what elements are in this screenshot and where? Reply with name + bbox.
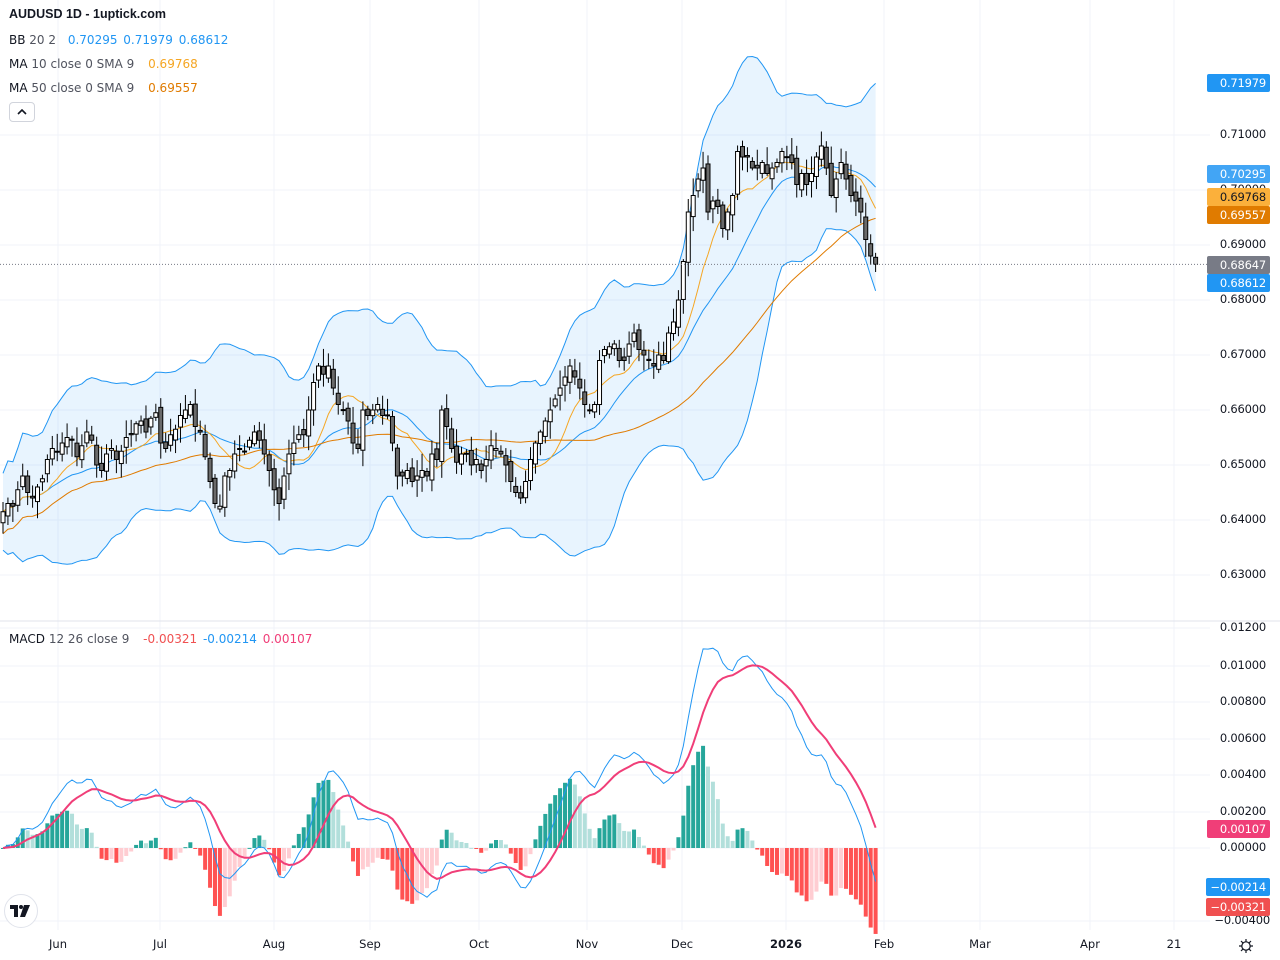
bb-lower-price-tag: 0.68612	[1207, 274, 1270, 292]
price-tick: 0.67000	[1219, 347, 1266, 361]
macd-tick: 0.01200	[1219, 620, 1266, 634]
chart-title: AUDUSD 1D - 1uptick.com	[9, 7, 166, 21]
price-tick: 0.68000	[1219, 292, 1266, 306]
price-tick: 0.63000	[1219, 567, 1266, 581]
time-label: Nov	[575, 937, 599, 951]
legend-macd-signal: 0.00107	[262, 632, 313, 646]
price-tick: 0.66000	[1219, 402, 1266, 416]
legend-bb-upper: 0.71979	[123, 33, 173, 47]
price-tick: 0.64000	[1219, 512, 1266, 526]
macd-tick: −0.00400	[1214, 913, 1270, 927]
ma10-price-tag: 0.69768	[1207, 188, 1270, 206]
legend-macd-params: 12 26 close 9	[48, 632, 130, 646]
last-price-tag: 0.68647	[1207, 256, 1270, 274]
bollinger-band-fill	[3, 56, 876, 565]
macd-tick: 0.00600	[1219, 731, 1266, 745]
time-label: Oct	[469, 937, 489, 951]
legend-ma10-value: 0.69768	[148, 57, 198, 71]
candlesticks	[0, 131, 879, 534]
legend-ma10-params: 10 close 0 SMA 9	[31, 57, 135, 71]
legend-ma50-name: MA	[9, 81, 28, 95]
macd-pane	[1, 647, 878, 934]
chevron-up-icon	[17, 109, 27, 115]
collapse-legend-button[interactable]	[9, 102, 35, 122]
time-label: Feb	[873, 937, 895, 951]
legend-bb-params: 20 2	[29, 33, 57, 47]
legend-ma50-params: 50 close 0 SMA 9	[31, 81, 135, 95]
legend-ma10[interactable]: MA 10 close 0 SMA 9 0.69768	[9, 56, 198, 72]
price-tick: 0.65000	[1219, 457, 1266, 471]
settings-gear-icon[interactable]	[1238, 938, 1254, 954]
time-label: 21	[1166, 937, 1182, 951]
time-label: Jul	[153, 937, 167, 951]
legend-ma10-name: MA	[9, 57, 28, 71]
gridlines	[0, 0, 1210, 930]
signal-value-tag: 0.00107	[1207, 820, 1270, 838]
macd-value-tag: −0.00214	[1206, 878, 1270, 896]
ma50-price-tag: 0.69557	[1207, 206, 1270, 224]
time-label: Mar	[969, 937, 991, 951]
histogram-value-tag: −0.00321	[1206, 898, 1270, 916]
legend-bb-lower: 0.68612	[178, 33, 229, 47]
time-label: Sep	[359, 937, 381, 951]
macd-tick: 0.00000	[1219, 840, 1266, 854]
legend-ma50[interactable]: MA 50 close 0 SMA 9 0.69557	[9, 80, 198, 96]
legend-bb[interactable]: BB 20 2 0.70295 0.71979 0.68612	[9, 32, 228, 48]
tradingview-logo[interactable]	[4, 894, 38, 928]
macd-tick: 0.00800	[1219, 694, 1266, 708]
legend-macd[interactable]: MACD 12 26 close 9 -0.00321 -0.00214 0.0…	[9, 631, 312, 647]
time-label: Aug	[262, 937, 286, 951]
tradingview-logo-icon	[10, 905, 30, 917]
time-label: 2026	[769, 937, 803, 951]
macd-tick: 0.00200	[1219, 804, 1266, 818]
legend-bb-basis: 0.70295	[67, 33, 118, 47]
legend-ma50-value: 0.69557	[148, 81, 198, 95]
time-label: Dec	[670, 937, 694, 951]
price-tick: 0.69000	[1219, 237, 1266, 251]
time-label: Jun	[49, 937, 67, 951]
macd-tick: 0.01000	[1219, 658, 1266, 672]
time-label: Apr	[1080, 937, 1100, 951]
bb-basis-price-tag: 0.70295	[1207, 165, 1270, 183]
legend-macd-macd: -0.00214	[202, 632, 257, 646]
macd-tick: 0.00400	[1219, 767, 1266, 781]
legend-bb-name: BB	[9, 33, 26, 47]
legend-macd-histogram: -0.00321	[143, 632, 198, 646]
bb-upper-price-tag: 0.71979	[1207, 74, 1270, 92]
legend-macd-name: MACD	[9, 632, 45, 646]
price-tick: 0.71000	[1219, 127, 1266, 141]
